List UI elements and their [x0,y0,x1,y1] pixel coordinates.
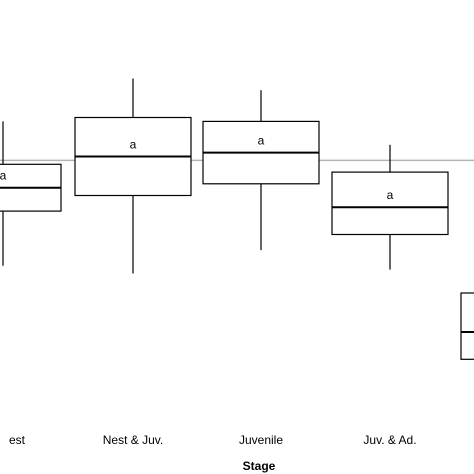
box-2: a [74,78,192,274]
x-tick-label: Juvenile [239,433,283,447]
group-letter: a [0,169,7,183]
x-axis-title: Stage [243,459,276,473]
group-letter: a [258,134,265,148]
group-letter: a [387,188,394,202]
box-5 [460,292,474,360]
x-tick-label: Nest & Juv. [103,433,163,447]
x-tick-label: Juv. & Ad. [363,433,416,447]
iqr-box [331,171,449,236]
x-tick-label: est [9,433,26,447]
iqr-box [460,292,474,360]
box-3: a [202,90,320,251]
box-4: a [331,144,449,270]
box-1: a [0,121,62,266]
group-letter: a [130,138,137,152]
